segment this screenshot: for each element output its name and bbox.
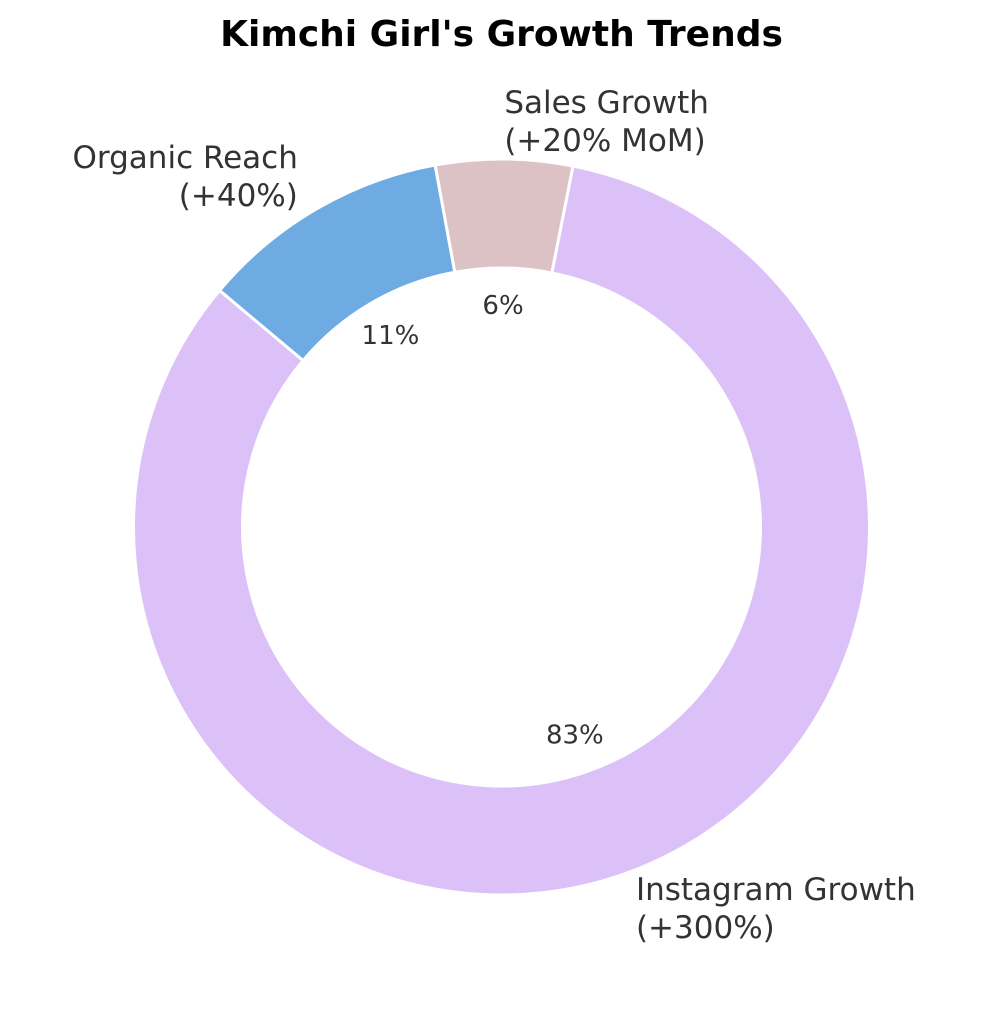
donut-slice-1 — [433, 157, 575, 275]
donut-slice-2 — [217, 163, 457, 363]
slice-label-line: Instagram Growth — [636, 872, 916, 908]
pct-label-2: 11% — [362, 321, 420, 351]
chart-title: Kimchi Girl's Growth Trends — [220, 14, 783, 55]
labels-layer: 83% Instagram Growth (+300%) 6% Sales Growth… — [73, 85, 916, 946]
pct-label-0: 83% — [546, 720, 604, 750]
slice-label-line: (+20% MoM) — [504, 123, 705, 159]
pct-label-1: 6% — [482, 291, 523, 321]
slice-label-line: Organic Reach — [73, 140, 298, 176]
slice-label-0: Instagram Growth (+300%) — [636, 872, 916, 946]
slice-label-line: Sales Growth — [504, 85, 709, 121]
slice-label-1: Sales Growth (+20% MoM) — [504, 85, 709, 159]
slices-layer — [132, 157, 871, 897]
slice-label-line: (+300%) — [636, 910, 775, 946]
slice-label-2: Organic Reach (+40%) — [73, 140, 298, 214]
slice-label-line: (+40%) — [179, 178, 298, 214]
donut-slice-0 — [132, 164, 871, 897]
